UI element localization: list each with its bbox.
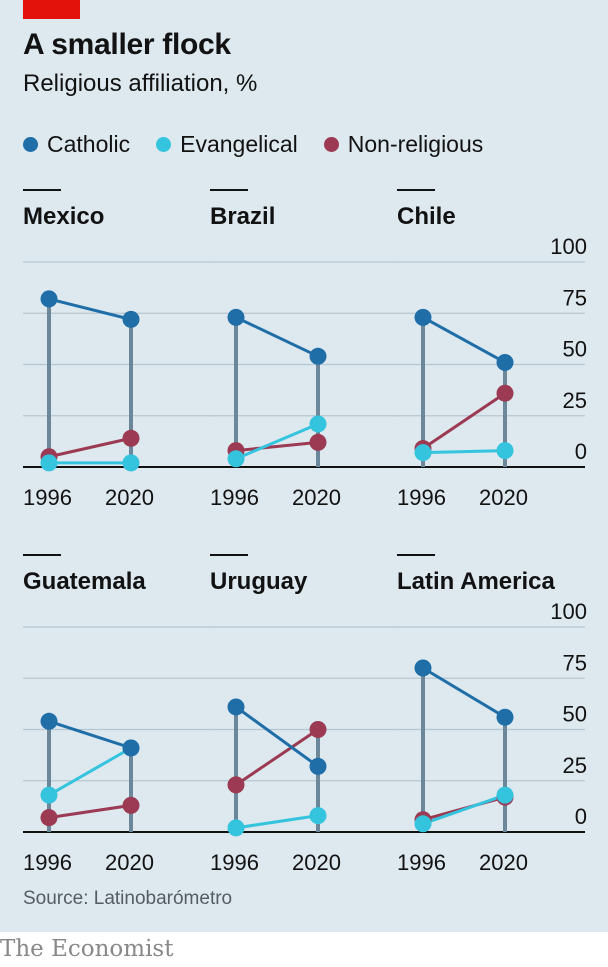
data-point-brazil-evangelical-2020 [309,415,327,433]
series-line-brazil-non-religious [235,440,319,453]
data-point-chile-catholic-1996 [414,308,432,326]
series-line-chile-non-religious [422,391,506,450]
small-multiples-svg: Mexico 1996 2020 Brazil 1996 2020 Chile 100 75 50… [23,189,587,875]
data-point-chile-evangelical-1996 [414,444,432,462]
data-point-mexico-evangelical-2020 [122,454,140,472]
series-line-brazil-evangelical [235,422,319,461]
legend-label-non-religious: Non-religious [347,130,484,157]
data-point-guatemala-non-religious-1996 [40,809,58,827]
data-point-brazil-evangelical-1996 [227,450,245,468]
data-point-guatemala-evangelical-1996 [40,786,58,804]
data-point-mexico-catholic-2020 [122,310,140,328]
x-tick-label-latin-america-2020: 2020 [479,850,528,875]
series-line-mexico-catholic [48,297,132,321]
x-tick-label-guatemala-2020: 2020 [105,850,154,875]
y-tick-label-latin-america-50: 50 [563,702,587,727]
source-note: Source: Latinobarómetro [23,888,233,909]
legend-swatch-evangelical [156,136,172,152]
legend-item-catholic: Catholic [23,131,130,158]
series-line-latin-america-evangelical [422,793,506,826]
data-point-brazil-catholic-1996 [227,308,245,326]
data-point-brazil-catholic-2020 [309,347,327,365]
data-point-uruguay-non-religious-2020 [309,721,327,738]
data-point-brazil-non-religious-2020 [309,433,327,451]
chart-title: A smaller flock [23,28,231,61]
x-tick-label-latin-america-1996: 1996 [397,850,446,875]
x-tick-label-chile-2020: 2020 [479,485,528,510]
chart-subtitle: Religious affiliation, % [23,70,258,97]
y-tick-label-latin-america-75: 75 [563,650,587,675]
data-point-chile-catholic-2020 [496,353,514,371]
data-point-latin-america-catholic-2020 [496,708,514,726]
legend-item-non-religious: Non-religious [323,130,484,158]
data-point-chile-non-religious-2020 [496,384,514,402]
data-point-uruguay-non-religious-1996 [227,776,245,794]
legend: Catholic Evangelical Non-religious [23,128,509,160]
x-tick-label-uruguay-2020: 2020 [292,850,341,875]
data-point-chile-evangelical-2020 [496,442,514,460]
x-tick-label-guatemala-1996: 1996 [23,850,72,875]
legend-swatch-non-religious [323,136,339,152]
x-tick-label-uruguay-1996: 1996 [210,850,259,875]
x-tick-label-brazil-1996: 1996 [210,485,259,510]
brand-red-tag [23,0,80,19]
panel-title-chile: Chile [397,203,456,230]
legend-swatch-catholic [23,136,38,152]
panel-title-mexico: Mexico [23,203,104,230]
series-line-uruguay-non-religious [235,728,319,787]
data-point-latin-america-evangelical-2020 [496,786,514,804]
data-point-mexico-non-religious-2020 [122,429,140,447]
x-tick-label-chile-1996: 1996 [397,485,446,510]
legend-label-catholic: Catholic [47,130,131,157]
y-tick-label-chile-50: 50 [563,337,587,362]
series-line-uruguay-evangelical [235,814,319,830]
panel-title-uruguay: Uruguay [210,568,308,595]
brand-wordmark: The Economist [0,936,174,962]
data-point-guatemala-catholic-2020 [122,739,140,757]
data-point-mexico-evangelical-1996 [40,454,58,472]
series-line-uruguay-catholic [235,705,319,768]
series-line-mexico-non-religious [48,436,132,459]
series-line-chile-evangelical [422,449,506,455]
panel-title-latin-america: Latin America [397,568,555,595]
y-tick-label-chile-25: 25 [563,388,587,413]
data-point-uruguay-catholic-1996 [227,698,245,716]
data-point-latin-america-evangelical-1996 [414,815,432,833]
data-point-uruguay-evangelical-2020 [309,807,327,825]
series-line-guatemala-evangelical [48,746,132,797]
y-tick-label-latin-america-100: 100 [550,599,587,624]
data-point-latin-america-catholic-1996 [414,659,432,677]
y-tick-label-chile-100: 100 [550,234,587,259]
data-point-uruguay-catholic-2020 [309,757,327,775]
series-line-guatemala-catholic [48,719,132,750]
x-tick-label-mexico-2020: 2020 [105,485,154,510]
x-tick-label-mexico-1996: 1996 [23,485,72,510]
data-point-mexico-catholic-1996 [40,290,58,308]
series-line-guatemala-non-religious [48,803,132,820]
legend-label-evangelical: Evangelical [180,130,298,157]
x-tick-label-brazil-2020: 2020 [292,485,341,510]
y-tick-label-latin-america-0: 0 [575,804,587,829]
y-tick-label-chile-0: 0 [575,439,587,464]
panel-title-guatemala: Guatemala [23,568,146,595]
series-line-chile-catholic [422,316,506,364]
data-point-uruguay-evangelical-1996 [227,819,245,837]
y-tick-label-latin-america-25: 25 [563,753,587,778]
data-point-guatemala-non-religious-2020 [122,796,140,814]
legend-item-evangelical: Evangelical [156,131,298,158]
y-tick-label-chile-75: 75 [563,285,587,310]
panel-title-brazil: Brazil [210,203,275,230]
data-point-guatemala-catholic-1996 [40,712,58,730]
series-line-latin-america-catholic [422,666,506,719]
series-line-brazil-catholic [235,315,319,358]
